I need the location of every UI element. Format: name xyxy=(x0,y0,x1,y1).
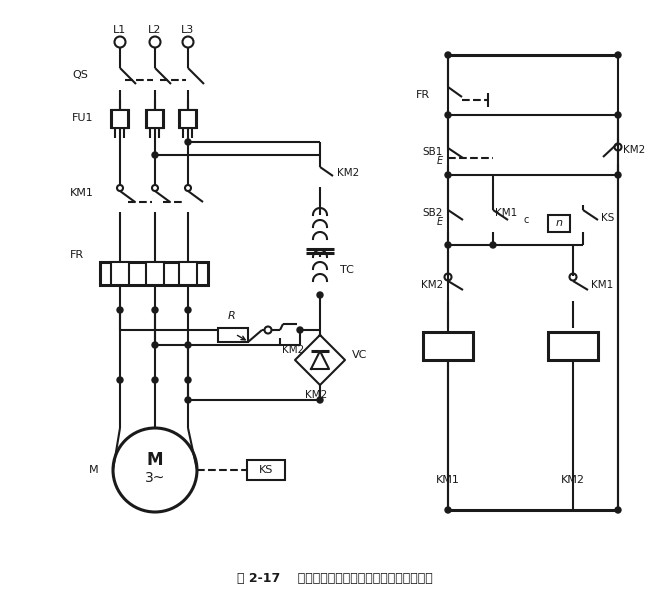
Text: KM1: KM1 xyxy=(495,208,517,218)
Text: 图 2-17    以速度原则控制的单向能耗制动控制线路: 图 2-17 以速度原则控制的单向能耗制动控制线路 xyxy=(237,572,433,585)
Text: KS: KS xyxy=(601,213,614,223)
Circle shape xyxy=(490,242,496,248)
Bar xyxy=(548,332,598,360)
Bar xyxy=(155,110,164,128)
Text: FR: FR xyxy=(70,250,84,260)
Circle shape xyxy=(317,292,323,298)
Bar xyxy=(247,460,285,480)
Text: KM1: KM1 xyxy=(70,188,94,198)
Circle shape xyxy=(615,52,621,58)
Circle shape xyxy=(185,307,191,313)
Text: KM2: KM2 xyxy=(561,475,585,485)
Bar xyxy=(423,332,473,360)
Circle shape xyxy=(152,152,158,158)
Bar xyxy=(548,215,570,232)
Text: FU1: FU1 xyxy=(72,113,94,123)
Text: VC: VC xyxy=(352,350,367,360)
Bar xyxy=(111,110,120,128)
Bar xyxy=(146,110,155,128)
Bar xyxy=(112,110,128,128)
Circle shape xyxy=(445,172,451,178)
Circle shape xyxy=(185,139,191,145)
Text: KM2: KM2 xyxy=(305,390,327,400)
Circle shape xyxy=(152,342,158,348)
Polygon shape xyxy=(311,351,329,369)
Text: FR: FR xyxy=(416,90,430,100)
Bar xyxy=(179,262,197,285)
Text: KM1: KM1 xyxy=(436,475,460,485)
Text: KS: KS xyxy=(259,465,273,475)
Text: SB2: SB2 xyxy=(423,208,443,218)
Circle shape xyxy=(445,52,451,58)
Text: L1: L1 xyxy=(113,25,127,35)
Text: n: n xyxy=(555,218,563,228)
Text: SB1: SB1 xyxy=(423,147,443,157)
Text: c: c xyxy=(523,215,529,225)
Text: TC: TC xyxy=(340,265,354,275)
Circle shape xyxy=(117,307,123,313)
Text: KM2: KM2 xyxy=(282,345,304,355)
Circle shape xyxy=(445,507,451,513)
Text: L2: L2 xyxy=(148,25,161,35)
Circle shape xyxy=(445,112,451,118)
Text: KM2: KM2 xyxy=(337,168,359,178)
Circle shape xyxy=(185,342,191,348)
Circle shape xyxy=(615,172,621,178)
Circle shape xyxy=(152,377,158,383)
Circle shape xyxy=(317,397,323,403)
Circle shape xyxy=(185,397,191,403)
Circle shape xyxy=(615,507,621,513)
Text: E: E xyxy=(437,156,443,166)
Text: M: M xyxy=(88,465,98,475)
Circle shape xyxy=(445,242,451,248)
Bar xyxy=(120,110,129,128)
Bar xyxy=(218,328,248,342)
Circle shape xyxy=(185,377,191,383)
Bar xyxy=(180,110,196,128)
Bar xyxy=(188,110,197,128)
Text: R: R xyxy=(228,311,236,321)
Bar xyxy=(179,110,188,128)
Text: KM2: KM2 xyxy=(623,145,645,155)
Text: L3: L3 xyxy=(182,25,194,35)
Text: KM2: KM2 xyxy=(421,280,443,290)
Bar xyxy=(146,262,164,285)
Bar xyxy=(111,262,129,285)
Circle shape xyxy=(117,377,123,383)
Circle shape xyxy=(615,112,621,118)
Bar xyxy=(147,110,163,128)
Text: 3~: 3~ xyxy=(145,471,165,485)
Text: QS: QS xyxy=(72,70,88,80)
Text: M: M xyxy=(147,451,163,469)
Text: KM1: KM1 xyxy=(591,280,613,290)
Text: E: E xyxy=(437,217,443,227)
Bar xyxy=(100,262,208,285)
Circle shape xyxy=(297,327,303,333)
Circle shape xyxy=(152,307,158,313)
